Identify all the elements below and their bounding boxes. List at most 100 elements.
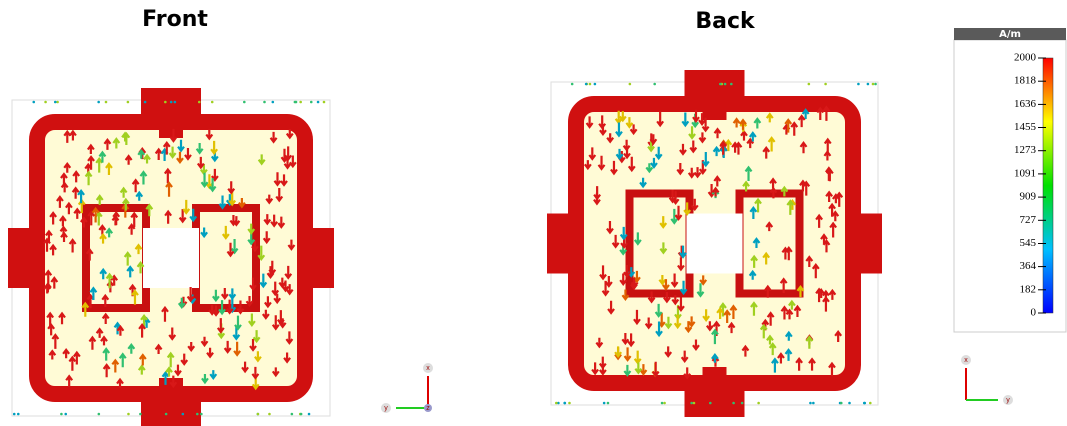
edge-dot — [653, 83, 656, 86]
edge-dot — [98, 413, 101, 416]
colorbar-tick-label: 1273 — [1014, 144, 1037, 156]
colorbar-tick-label: 182 — [1020, 283, 1037, 295]
edge-dot — [144, 101, 147, 104]
edge-dot — [730, 83, 733, 86]
edge-dot — [170, 101, 173, 104]
center-gap — [687, 214, 743, 274]
edge-dot — [182, 413, 185, 416]
triad-label: x — [426, 365, 430, 372]
edge-dot — [824, 83, 827, 86]
edge-dot — [291, 413, 294, 416]
edge-dot — [127, 101, 130, 104]
edge-dot — [594, 83, 597, 86]
edge-dot — [724, 83, 727, 86]
edge-dot — [272, 101, 275, 104]
edge-dot — [607, 402, 610, 405]
edge-dot — [690, 402, 693, 405]
current-plot — [547, 70, 882, 417]
edge-dot — [211, 101, 214, 104]
edge-dot — [17, 413, 20, 416]
colorbar-tick-label: 1091 — [1014, 167, 1036, 179]
edge-dot — [719, 83, 722, 86]
colorbar-tick-label: 1636 — [1014, 98, 1037, 110]
edge-dot — [323, 101, 326, 104]
edge-dot — [812, 402, 815, 405]
center-gap — [143, 228, 199, 288]
axis-triad: xy — [961, 355, 1013, 405]
edge-dot — [872, 83, 875, 86]
colorbar-scale — [1043, 58, 1053, 313]
triad-label: y — [384, 405, 388, 412]
feed-stub — [159, 378, 183, 426]
feed-stub — [703, 70, 727, 120]
panel-title: Front — [142, 7, 208, 32]
edge-dot — [840, 402, 843, 405]
edge-dot — [299, 101, 302, 104]
triad-label: z — [426, 405, 430, 412]
edge-dot — [809, 402, 812, 405]
edge-dot — [105, 101, 108, 104]
edge-dot — [174, 101, 177, 104]
edge-dot — [310, 101, 313, 104]
edge-dot — [263, 101, 266, 104]
edge-dot — [867, 83, 870, 86]
edge-dot — [60, 413, 63, 416]
edge-dot — [164, 101, 167, 104]
edge-dot — [64, 413, 67, 416]
edge-dot — [308, 413, 311, 416]
colorbar-tick-label: 1455 — [1014, 121, 1037, 133]
triad-label: y — [1006, 397, 1010, 404]
edge-dot — [863, 402, 866, 405]
colorbar-tick-label: 545 — [1020, 237, 1037, 249]
edge-dot — [589, 83, 592, 86]
edge-dot — [295, 101, 298, 104]
panel-title: Back — [695, 9, 756, 34]
edge-dot — [741, 402, 744, 405]
edge-dot — [257, 413, 260, 416]
edge-dot — [693, 402, 696, 405]
current-plot — [8, 88, 334, 426]
edge-dot — [732, 402, 735, 405]
axis-triad: x y z — [381, 363, 433, 413]
edge-dot — [198, 101, 201, 104]
edge-dot — [97, 101, 100, 104]
edge-dot — [139, 413, 142, 416]
colorbar-tick-label: 909 — [1020, 191, 1037, 203]
edge-dot — [709, 402, 712, 405]
edge-dot — [585, 83, 588, 86]
colorbar-tick-label: 0 — [1031, 307, 1037, 319]
edge-dot — [555, 402, 558, 405]
feed-stub — [8, 228, 38, 288]
edge-dot — [568, 402, 571, 405]
edge-dot — [317, 101, 320, 104]
edge-dot — [200, 413, 203, 416]
colorbar-unit: A/m — [999, 29, 1021, 40]
edge-dot — [757, 402, 760, 405]
edge-dot — [268, 413, 271, 416]
figure: Front Back A/m 2000181816361455127310919… — [0, 0, 1067, 426]
edge-dot — [603, 402, 606, 405]
feed-stub — [703, 367, 727, 417]
feed-stub — [547, 214, 577, 274]
colorbar: A/m — [954, 28, 1066, 332]
feed-stub — [159, 88, 183, 138]
triad-label: x — [964, 357, 968, 364]
edge-dot — [874, 83, 877, 86]
edge-dot — [32, 101, 35, 104]
colorbar-tick-label: 1818 — [1014, 75, 1037, 87]
edge-dot — [808, 83, 811, 86]
edge-dot — [44, 101, 47, 104]
edge-dot — [56, 101, 59, 104]
edge-dot — [629, 83, 632, 86]
edge-dot — [661, 402, 664, 405]
colorbar-tick-label: 364 — [1020, 260, 1037, 272]
edge-dot — [243, 101, 246, 104]
edge-dot — [848, 402, 851, 405]
edge-dot — [857, 83, 860, 86]
edge-dot — [196, 413, 199, 416]
edge-dot — [571, 83, 574, 86]
colorbar-tick-label: 727 — [1020, 214, 1037, 226]
edge-dot — [869, 402, 872, 405]
edge-dot — [564, 402, 567, 405]
feed-stub — [852, 214, 882, 274]
